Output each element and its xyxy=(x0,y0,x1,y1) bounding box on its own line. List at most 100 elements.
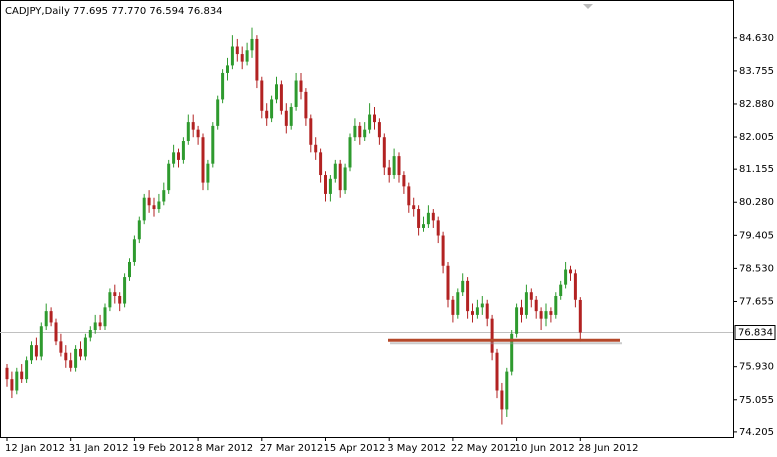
candle-body xyxy=(216,99,220,126)
candle-body xyxy=(407,186,411,206)
candle-body xyxy=(461,280,465,293)
y-tick-label: 84.630 xyxy=(739,33,774,44)
candle-body xyxy=(353,125,357,138)
candle-body xyxy=(480,303,484,308)
candle-body xyxy=(392,156,396,176)
y-tick-label: 75.930 xyxy=(739,362,774,373)
candle-body xyxy=(309,118,313,145)
candle-body xyxy=(348,137,352,168)
candle-body xyxy=(142,197,146,221)
y-tick-label: 80.280 xyxy=(739,197,774,208)
y-tick-label: 79.405 xyxy=(739,230,774,241)
candle-body xyxy=(314,144,318,153)
candle-body xyxy=(431,212,435,221)
candle-body xyxy=(113,292,117,296)
candle-body xyxy=(333,163,337,179)
candle-body xyxy=(373,114,376,123)
current-price-box xyxy=(734,325,776,341)
candle-body xyxy=(397,156,401,176)
candle-body xyxy=(412,205,416,210)
candle-body xyxy=(289,106,293,126)
candle-body xyxy=(368,114,372,130)
candle-body xyxy=(265,110,269,119)
candle-body xyxy=(230,46,234,66)
candle-body xyxy=(549,311,553,315)
candle-body xyxy=(466,280,470,312)
candle-body xyxy=(573,273,577,300)
candle-body xyxy=(524,292,528,315)
candle-body xyxy=(417,209,421,228)
candle-body xyxy=(181,141,185,160)
y-tick-label: 74.205 xyxy=(739,427,774,438)
candle-body xyxy=(69,360,73,368)
candle-body xyxy=(505,371,509,410)
candle-body xyxy=(515,307,519,334)
candle-body xyxy=(103,307,107,327)
candle-body xyxy=(201,137,205,183)
y-tick-label: 82.880 xyxy=(739,99,774,110)
candle-body xyxy=(206,163,210,183)
x-tick-label: 15 Apr 2012 xyxy=(324,443,386,454)
candle-body xyxy=(191,122,195,130)
x-tick-label: 27 Mar 2012 xyxy=(260,443,323,454)
candle-body xyxy=(451,299,455,315)
candle-body xyxy=(343,167,347,191)
candle-body xyxy=(485,303,489,319)
candle-body xyxy=(456,292,460,315)
candle-body xyxy=(167,163,171,191)
candle-body xyxy=(275,84,278,100)
candle-body xyxy=(539,311,543,319)
candle-body xyxy=(358,125,362,138)
candle-body xyxy=(377,122,381,138)
x-tick-label: 31 Jan 2012 xyxy=(69,443,129,454)
candle-body xyxy=(226,65,229,73)
candle-body xyxy=(475,307,479,315)
x-tick-label: 22 May 2012 xyxy=(451,443,516,454)
candle-body xyxy=(441,235,445,266)
candle-body xyxy=(25,360,29,380)
candle-body xyxy=(387,167,391,176)
candle-body xyxy=(211,125,215,164)
candle-body xyxy=(363,129,367,138)
candle-body xyxy=(44,311,48,327)
x-tick-label: 3 May 2012 xyxy=(387,443,446,454)
candle-body xyxy=(495,352,499,391)
y-tick-label: 77.655 xyxy=(739,296,774,307)
y-tick-label: 81.155 xyxy=(739,164,774,175)
candle-body xyxy=(500,390,504,410)
candle-body xyxy=(554,295,558,315)
x-tick-label: 28 Jun 2012 xyxy=(578,443,638,454)
candle-body xyxy=(569,269,572,274)
y-tick-label: 78.530 xyxy=(739,263,774,274)
candle-body xyxy=(98,322,102,327)
plot-frame xyxy=(0,0,734,438)
candle-body xyxy=(564,269,568,285)
candle-body xyxy=(152,205,156,210)
candle-body xyxy=(294,80,298,107)
candle-body xyxy=(83,337,87,357)
candle-body xyxy=(402,175,406,187)
candle-body xyxy=(10,379,14,391)
candle-body xyxy=(88,330,92,338)
y-tick-label: 82.005 xyxy=(739,132,774,143)
candle-body xyxy=(324,175,327,194)
candle-body xyxy=(34,345,38,357)
candle-body xyxy=(578,299,582,333)
candle-body xyxy=(559,284,563,296)
candle-body xyxy=(162,190,166,202)
candle-body xyxy=(79,348,82,357)
candle-body xyxy=(64,352,68,361)
y-tick-label: 75.055 xyxy=(739,395,774,406)
candle-body xyxy=(54,322,58,342)
candle-body xyxy=(30,345,33,361)
candle-body xyxy=(137,220,141,240)
candle-body xyxy=(221,72,225,100)
candle-body xyxy=(338,163,342,191)
candle-body xyxy=(382,137,386,168)
candle-body xyxy=(235,46,239,55)
candle-body xyxy=(270,99,274,119)
candle-body xyxy=(304,91,308,119)
candle-body xyxy=(250,38,254,51)
candle-body xyxy=(49,311,53,323)
